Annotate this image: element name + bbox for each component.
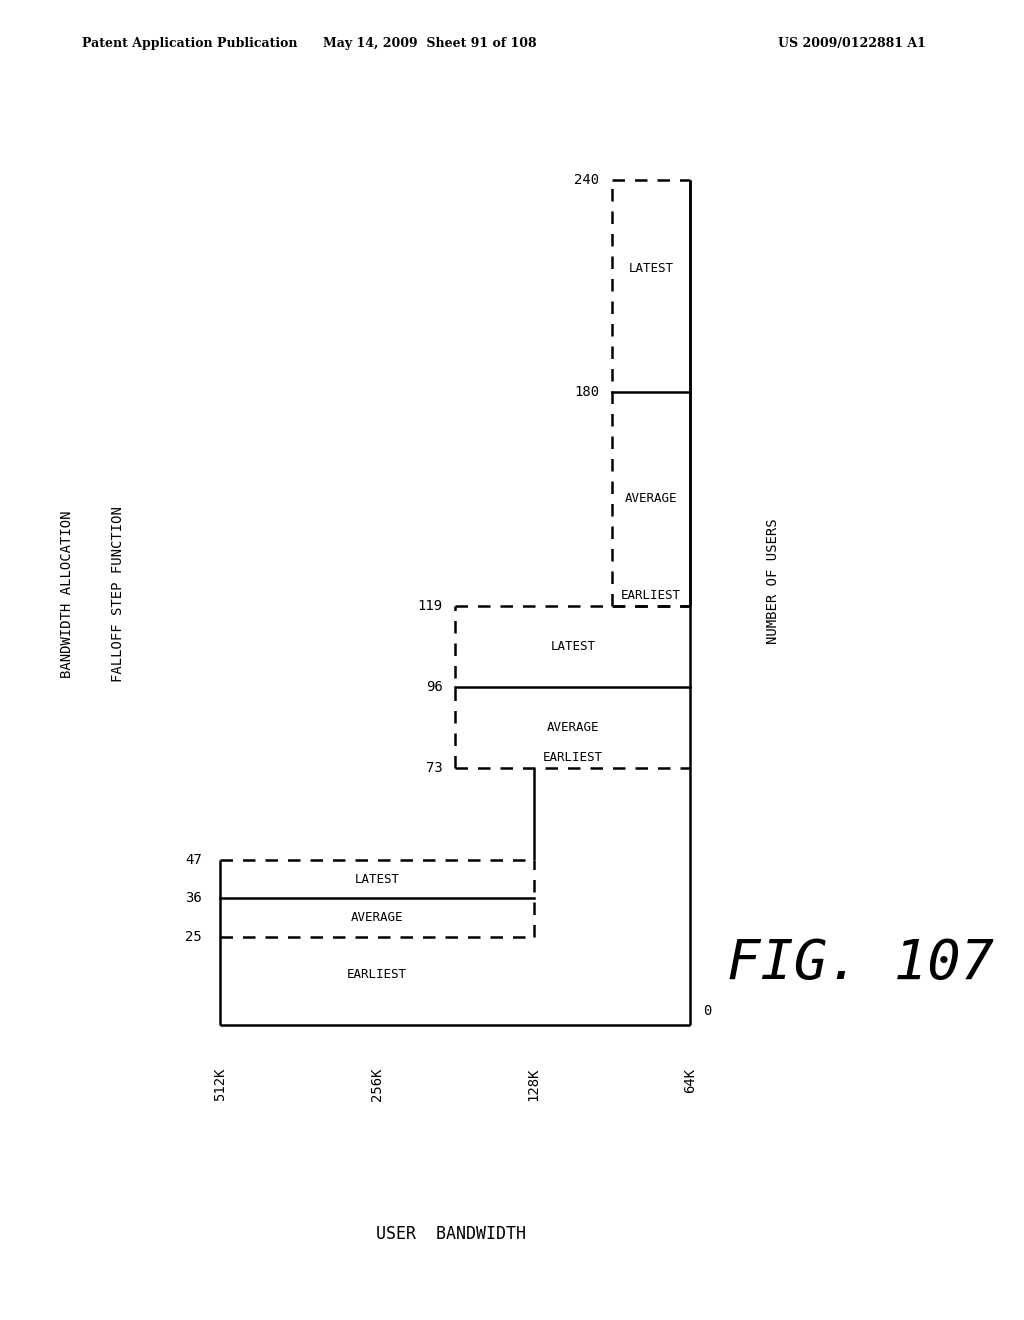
Text: 256K: 256K bbox=[370, 1068, 384, 1101]
Text: 512K: 512K bbox=[213, 1068, 227, 1101]
Text: EARLIEST: EARLIEST bbox=[622, 589, 681, 602]
Text: LATEST: LATEST bbox=[354, 873, 399, 886]
Text: 119: 119 bbox=[418, 599, 442, 614]
Text: 47: 47 bbox=[185, 853, 202, 867]
Text: AVERAGE: AVERAGE bbox=[625, 492, 678, 506]
Text: 180: 180 bbox=[574, 384, 599, 399]
Text: 73: 73 bbox=[426, 762, 442, 775]
Text: 64K: 64K bbox=[683, 1068, 697, 1093]
Text: 36: 36 bbox=[185, 891, 202, 906]
Text: 240: 240 bbox=[574, 173, 599, 187]
Text: 25: 25 bbox=[185, 931, 202, 944]
Text: LATEST: LATEST bbox=[550, 640, 595, 653]
Text: FIG. 107: FIG. 107 bbox=[727, 937, 993, 990]
Text: AVERAGE: AVERAGE bbox=[351, 911, 403, 924]
Text: NUMBER OF USERS: NUMBER OF USERS bbox=[766, 517, 780, 644]
Text: 128K: 128K bbox=[526, 1068, 541, 1101]
Text: 96: 96 bbox=[426, 680, 442, 694]
Text: 0: 0 bbox=[702, 1005, 712, 1018]
Text: US 2009/0122881 A1: US 2009/0122881 A1 bbox=[778, 37, 926, 50]
Text: LATEST: LATEST bbox=[629, 261, 674, 275]
Text: USER  BANDWIDTH: USER BANDWIDTH bbox=[376, 1225, 525, 1243]
Text: EARLIEST: EARLIEST bbox=[347, 968, 408, 981]
Text: FALLOFF STEP FUNCTION: FALLOFF STEP FUNCTION bbox=[111, 506, 125, 682]
Text: EARLIEST: EARLIEST bbox=[543, 751, 603, 764]
Text: AVERAGE: AVERAGE bbox=[547, 721, 599, 734]
Text: May 14, 2009  Sheet 91 of 108: May 14, 2009 Sheet 91 of 108 bbox=[324, 37, 537, 50]
Text: BANDWIDTH ALLOCATION: BANDWIDTH ALLOCATION bbox=[59, 511, 74, 677]
Text: Patent Application Publication: Patent Application Publication bbox=[82, 37, 297, 50]
